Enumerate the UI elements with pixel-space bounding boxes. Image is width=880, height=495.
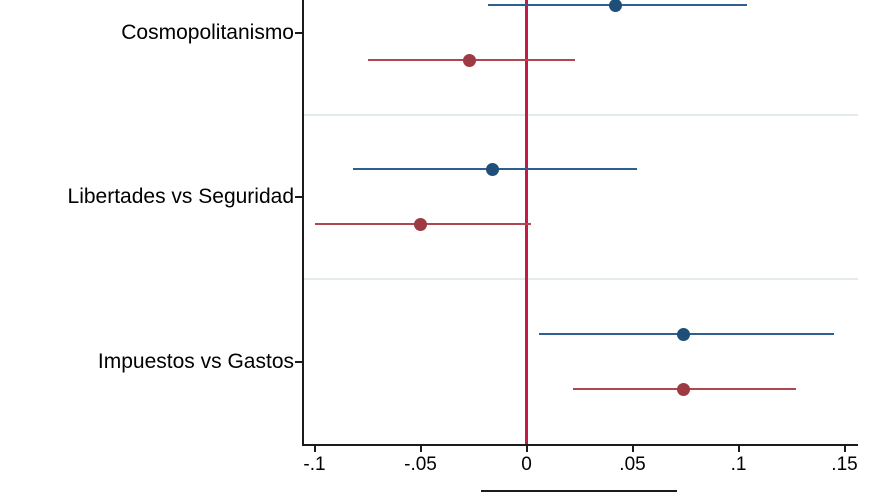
x-axis-tick bbox=[419, 446, 422, 452]
point-estimate-marker-navy bbox=[676, 327, 690, 341]
x-axis-line bbox=[302, 444, 858, 446]
x-axis-tick-label: -.05 bbox=[404, 454, 437, 475]
y-axis-category-tick bbox=[295, 31, 303, 34]
point-estimate-marker-navy bbox=[609, 0, 623, 12]
y-axis-category-tick bbox=[295, 360, 303, 363]
x-axis-tick-label: .05 bbox=[619, 454, 646, 475]
x-axis-tick-label: -.1 bbox=[303, 454, 326, 475]
point-estimate-marker-maroon bbox=[676, 382, 690, 396]
point-estimate-marker-navy bbox=[486, 162, 500, 176]
x-axis-tick bbox=[631, 446, 634, 452]
zero-reference-line bbox=[525, 0, 528, 444]
x-axis-tick bbox=[313, 446, 316, 452]
y-axis-line bbox=[302, 0, 304, 446]
category-label: Cosmopolitanismo bbox=[121, 20, 294, 44]
x-axis-tick-label: .15 bbox=[831, 454, 858, 475]
x-axis-tick-label: .1 bbox=[730, 454, 747, 475]
category-label: Libertades vs Seguridad bbox=[67, 184, 294, 208]
point-estimate-marker-maroon bbox=[414, 217, 427, 231]
category-separator-gridline bbox=[302, 278, 858, 280]
point-estimate-marker-maroon bbox=[462, 53, 476, 67]
y-axis-category-tick bbox=[295, 195, 303, 198]
x-axis-tick bbox=[843, 446, 846, 452]
legend-box-top-border bbox=[481, 490, 677, 492]
x-axis-tick-label: 0 bbox=[521, 454, 532, 475]
x-axis-tick bbox=[737, 446, 740, 452]
category-label: Impuestos vs Gastos bbox=[97, 349, 294, 373]
x-axis-tick bbox=[525, 446, 528, 452]
category-separator-gridline bbox=[302, 113, 858, 116]
